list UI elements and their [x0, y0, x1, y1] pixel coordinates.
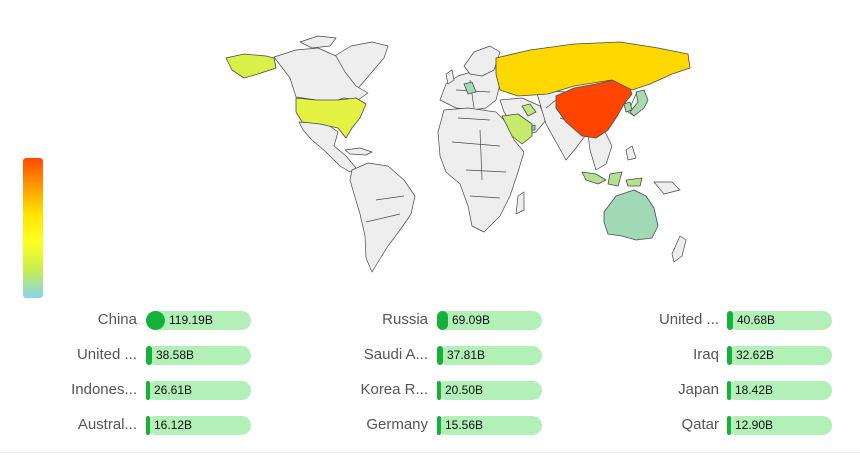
bar-label: United ... [658, 311, 719, 328]
map-region-germany[interactable] [463, 81, 477, 95]
bar-track: 37.81B [437, 346, 542, 365]
bar-value: 20.50B [445, 383, 484, 397]
bar-label: China [97, 311, 137, 328]
bar-track: 15.56B [437, 416, 542, 435]
bar-track: 69.09B [437, 311, 542, 330]
bar-fill [146, 346, 152, 365]
map-region-japan[interactable] [629, 89, 649, 117]
region-arctic-islands [299, 35, 337, 49]
region-pacific-islands [625, 145, 681, 195]
bar-fill [437, 416, 441, 435]
bar-row: Saudi A... 37.81B [0, 344, 860, 366]
bar-track: 40.68B [727, 311, 832, 330]
bar-track: 38.58B [146, 346, 251, 365]
bar-label: Saudi A... [363, 346, 428, 363]
bar-row: Russia 69.09B [0, 309, 860, 331]
bar-fill [727, 381, 731, 400]
bar-fill [146, 416, 150, 435]
bar-value: 32.62B [736, 348, 775, 362]
map-region-saudia[interactable] [501, 113, 533, 145]
bar-value: 18.42B [735, 383, 774, 397]
bar-row: Germany 15.56B [0, 414, 860, 436]
bar-label: Indones... [71, 381, 137, 398]
world-map [225, 35, 691, 273]
bar-track: 119.19B [146, 311, 251, 330]
bar-fill [727, 416, 731, 435]
region-uk [445, 69, 455, 85]
region-madagascar [515, 191, 525, 215]
bar-value: 15.56B [445, 418, 484, 432]
map-region-china[interactable] [555, 79, 633, 139]
bar-value: 12.90B [735, 418, 774, 432]
bar-fill [727, 311, 733, 330]
region-south-america [349, 162, 416, 273]
bar-value: 26.61B [154, 383, 193, 397]
region-africa [437, 107, 525, 233]
bar-track: 32.62B [727, 346, 832, 365]
bar-fill [146, 381, 150, 400]
bar-fill [437, 311, 448, 330]
map-region-united[interactable] [295, 97, 367, 139]
bar-label: Qatar [681, 416, 719, 433]
bar-value: 16.12B [154, 418, 193, 432]
bar-label: Austral... [77, 416, 137, 433]
bar-fill [146, 311, 165, 330]
map-region-united-1[interactable] [225, 53, 277, 79]
region-canada [273, 47, 369, 103]
region-new-zealand [671, 235, 687, 263]
bar-label: Germany [366, 416, 428, 433]
region-caribbean [344, 147, 373, 156]
bar-row: Japan 18.42B [0, 379, 860, 401]
bar-fill [437, 346, 443, 365]
bar-label: Japan [678, 381, 719, 398]
map-region-indones[interactable] [581, 171, 643, 187]
bar-label: United ... [76, 346, 137, 363]
bar-row: Qatar 12.90B [0, 414, 860, 436]
map-region-russia[interactable] [495, 41, 691, 97]
bar-value: 38.58B [156, 348, 195, 362]
bar-row: United ... 38.58B [0, 344, 860, 366]
bar-row: Indones... 26.61B [0, 379, 860, 401]
bar-track: 20.50B [437, 381, 542, 400]
bar-value: 69.09B [452, 313, 491, 327]
bar-row: China 119.19B [0, 309, 860, 331]
bar-value: 37.81B [447, 348, 486, 362]
bar-row: United ... 40.68B [0, 309, 860, 331]
bar-value: 40.68B [737, 313, 776, 327]
bar-row: Austral... 16.12B [0, 414, 860, 436]
color-scale-legend [23, 158, 43, 298]
bar-label: Iraq [693, 346, 719, 363]
bar-row: Iraq 32.62B [0, 344, 860, 366]
map-region-qatar[interactable] [531, 124, 536, 131]
bar-fill [727, 346, 732, 365]
bar-value: 119.19B [169, 313, 213, 327]
bar-track: 12.90B [727, 416, 832, 435]
bar-row: Korea R... 20.50B [0, 379, 860, 401]
bar-track: 26.61B [146, 381, 251, 400]
map-region-iraq[interactable] [521, 103, 537, 117]
bar-track: 18.42B [727, 381, 832, 400]
bar-label: Russia [382, 311, 428, 328]
map-region-austral[interactable] [603, 189, 659, 241]
divider [0, 452, 860, 453]
bar-fill [437, 381, 441, 400]
bar-label: Korea R... [360, 381, 428, 398]
bar-track: 16.12B [146, 416, 251, 435]
